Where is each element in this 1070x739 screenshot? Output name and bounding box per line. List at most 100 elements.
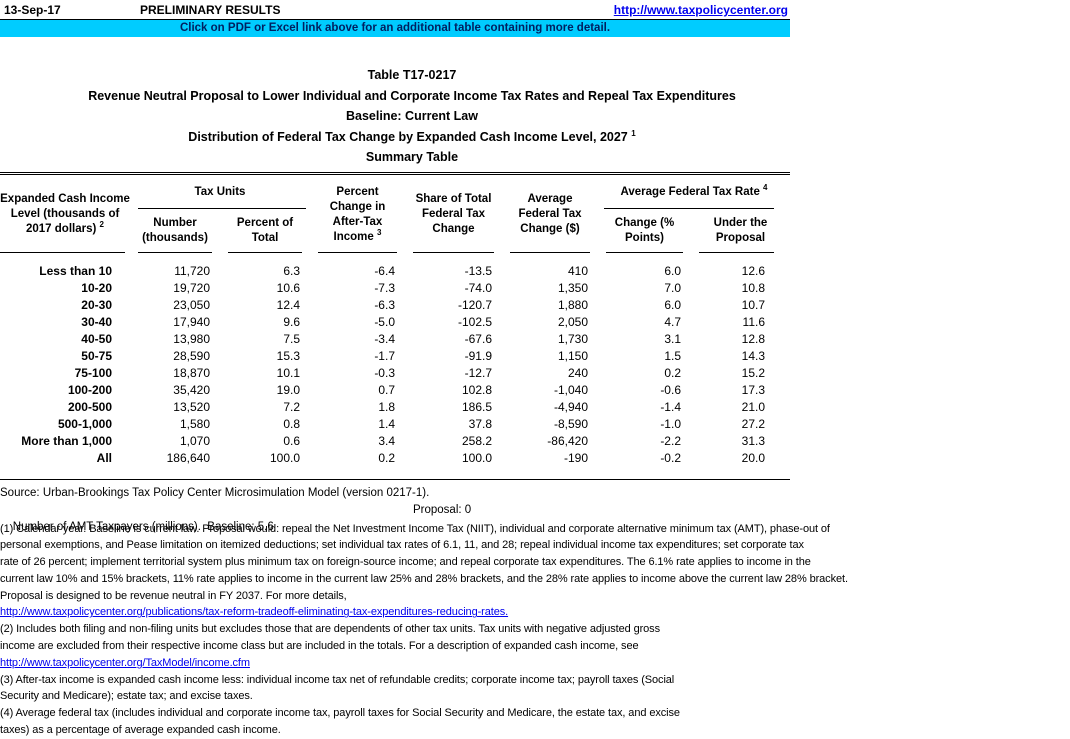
cell: 3.4 (378, 433, 395, 448)
cell: 240 (567, 365, 588, 380)
footnote-line: (4) Average federal tax (includes indivi… (0, 707, 680, 720)
table-row: 20-30 23,050 12.4 -6.3 -120.7 1,880 6.0 10.7 (0, 297, 790, 314)
col-header-change-pct-points: Change (% Points) (598, 209, 691, 253)
col-header-average-federal-tax-change: Average Federal Tax Change ($) (502, 177, 598, 253)
cell: 102.8 (461, 382, 492, 397)
table-row: 75-100 18,870 10.1 -0.3 -12.7 240 0.2 15.2 (0, 365, 790, 382)
footnotes: (1) Calendar year. Baseline is current l… (0, 521, 1070, 739)
table-top-rule (0, 171, 790, 175)
row-label: 30-40 (81, 314, 112, 329)
summary-table: Expanded Cash Income Level (thousands of… (0, 171, 790, 480)
cell: 1.4 (378, 416, 395, 431)
table-header: Expanded Cash Income Level (thousands of… (0, 177, 790, 253)
table-bottom-rule (0, 478, 790, 480)
footnote-link-line: http://www.taxpolicycenter.org/TaxModel/… (0, 655, 1070, 672)
cell: 11,720 (174, 263, 210, 278)
cell: -6.4 (374, 263, 395, 278)
taxpolicycenter-link[interactable]: http://www.taxpolicycenter.org (613, 3, 788, 17)
cell: 15.3 (276, 348, 300, 363)
footnote-ref-3: 3 (377, 227, 382, 237)
cell: 7.2 (283, 399, 300, 414)
cell: 100.0 (461, 450, 492, 465)
cell: 6.0 (664, 297, 681, 312)
amt-proposal-text: Proposal: 0 (413, 503, 472, 516)
table-row: 500-1,000 1,580 0.8 1.4 37.8 -8,590 -1.0 27.2 (0, 416, 790, 433)
cell: -0.3 (374, 365, 395, 380)
table-row: All 186,640 100.0 0.2 100.0 -190 -0.2 20.0 (0, 450, 790, 467)
cell: 13,520 (173, 399, 210, 414)
footnote-line: personal exemptions, and Pease limitatio… (0, 539, 804, 552)
summary-table-title: Summary Table (365, 150, 459, 164)
cell: -5.0 (374, 314, 395, 329)
cell: 186.5 (461, 399, 492, 414)
source-note: Source: Urban-Brookings Tax Policy Cente… (0, 486, 430, 499)
footnote-link[interactable]: http://www.taxpolicycenter.org/publicati… (0, 606, 509, 619)
row-label: 200-500 (67, 399, 112, 414)
cell: 100.0 (269, 450, 300, 465)
cell: 17,940 (173, 314, 210, 329)
cell: -7.3 (374, 280, 395, 295)
report-date: 13-Sep-17 (4, 3, 61, 17)
cell: 37.8 (468, 416, 492, 431)
col-header-under-the-proposal: Under the Proposal (691, 209, 790, 253)
row-label: Less than 10 (39, 263, 112, 278)
table-row: 50-75 28,590 15.3 -1.7 -91.9 1,150 1.5 14.3 (0, 348, 790, 365)
cell: 4.7 (664, 314, 681, 329)
cell: -190 (563, 450, 588, 465)
baseline-title: Baseline: Current Law (346, 109, 478, 123)
cell: -1.4 (660, 399, 681, 414)
cell: 31.3 (741, 433, 765, 448)
cell: 27.2 (741, 416, 765, 431)
cell: 20.0 (741, 450, 765, 465)
cell: 0.2 (378, 450, 395, 465)
amt-taxpayers-line: Number of AMT Taxpayers (millions). Base… (0, 502, 1070, 533)
table-row: 10-20 19,720 10.6 -7.3 -74.0 1,350 7.0 10.8 (0, 280, 790, 297)
cell: 13,980 (173, 331, 210, 346)
footnote-link[interactable]: http://www.taxpolicycenter.org/TaxModel/… (0, 656, 250, 669)
amt-baseline-text: Number of AMT Taxpayers (millions). Base… (12, 520, 274, 533)
col-header-number-thousands: Number (thousands) (130, 209, 220, 253)
col-group-average-federal-tax-rate: Average Federal Tax Rate 4 (598, 177, 790, 209)
cell: 12.4 (276, 297, 300, 312)
cell: 6.0 (664, 263, 681, 278)
col-header-income-level: Expanded Cash Income Level (thousands of… (0, 177, 130, 253)
footnote-ref-4: 4 (763, 182, 768, 192)
cell: -4,940 (553, 399, 588, 414)
table-row: 30-40 17,940 9.6 -5.0 -102.5 2,050 4.7 11.6 (0, 314, 790, 331)
col-header-share-total-federal-tax-change: Share of Total Federal Tax Change (405, 177, 502, 253)
cell: 2,050 (557, 314, 588, 329)
row-label: 75-100 (74, 365, 112, 380)
table-row: More than 1,000 1,070 0.6 3.4 258.2 -86,420 -2… (0, 433, 790, 450)
cell: 7.0 (664, 280, 681, 295)
cell: -6.3 (374, 297, 395, 312)
cell: 12.6 (741, 263, 765, 278)
cell: 28,590 (173, 348, 210, 363)
row-label: 500-1,000 (57, 416, 112, 431)
distribution-title: Distribution of Federal Tax Change by Ex… (188, 128, 636, 144)
cell: 21.0 (741, 399, 765, 414)
cell: 12.8 (741, 331, 765, 346)
cell: 258.2 (461, 433, 492, 448)
cell: 0.7 (378, 382, 395, 397)
cell: 1,070 (179, 433, 210, 448)
footnote-line: (1) Calendar year. Baseline is current l… (0, 522, 830, 535)
cell: 19,720 (173, 280, 210, 295)
cell: 1,730 (557, 331, 588, 346)
cell: -3.4 (374, 331, 395, 346)
footnote-line: taxes) as a percentage of average expand… (0, 724, 281, 737)
cell: -86,420 (547, 433, 588, 448)
cell: -2.2 (660, 433, 681, 448)
row-label: 40-50 (81, 331, 112, 346)
cell: 186,640 (166, 450, 210, 465)
cell: -120.7 (457, 297, 492, 312)
preliminary-results-label: PRELIMINARY RESULTS (140, 3, 281, 17)
cell: 3.1 (664, 331, 681, 346)
cell: -67.6 (464, 331, 492, 346)
header-divider (0, 19, 790, 20)
cell: 1.5 (664, 348, 681, 363)
proposal-title: Revenue Neutral Proposal to Lower Indivi… (88, 88, 736, 103)
table-row: 40-50 13,980 7.5 -3.4 -67.6 1,730 3.1 12.8 (0, 331, 790, 348)
cell: 7.5 (283, 331, 300, 346)
col-header-percent-of-total: Percent of Total (220, 209, 310, 253)
footnote-link-line: http://www.taxpolicycenter.org/publicati… (0, 604, 1070, 621)
